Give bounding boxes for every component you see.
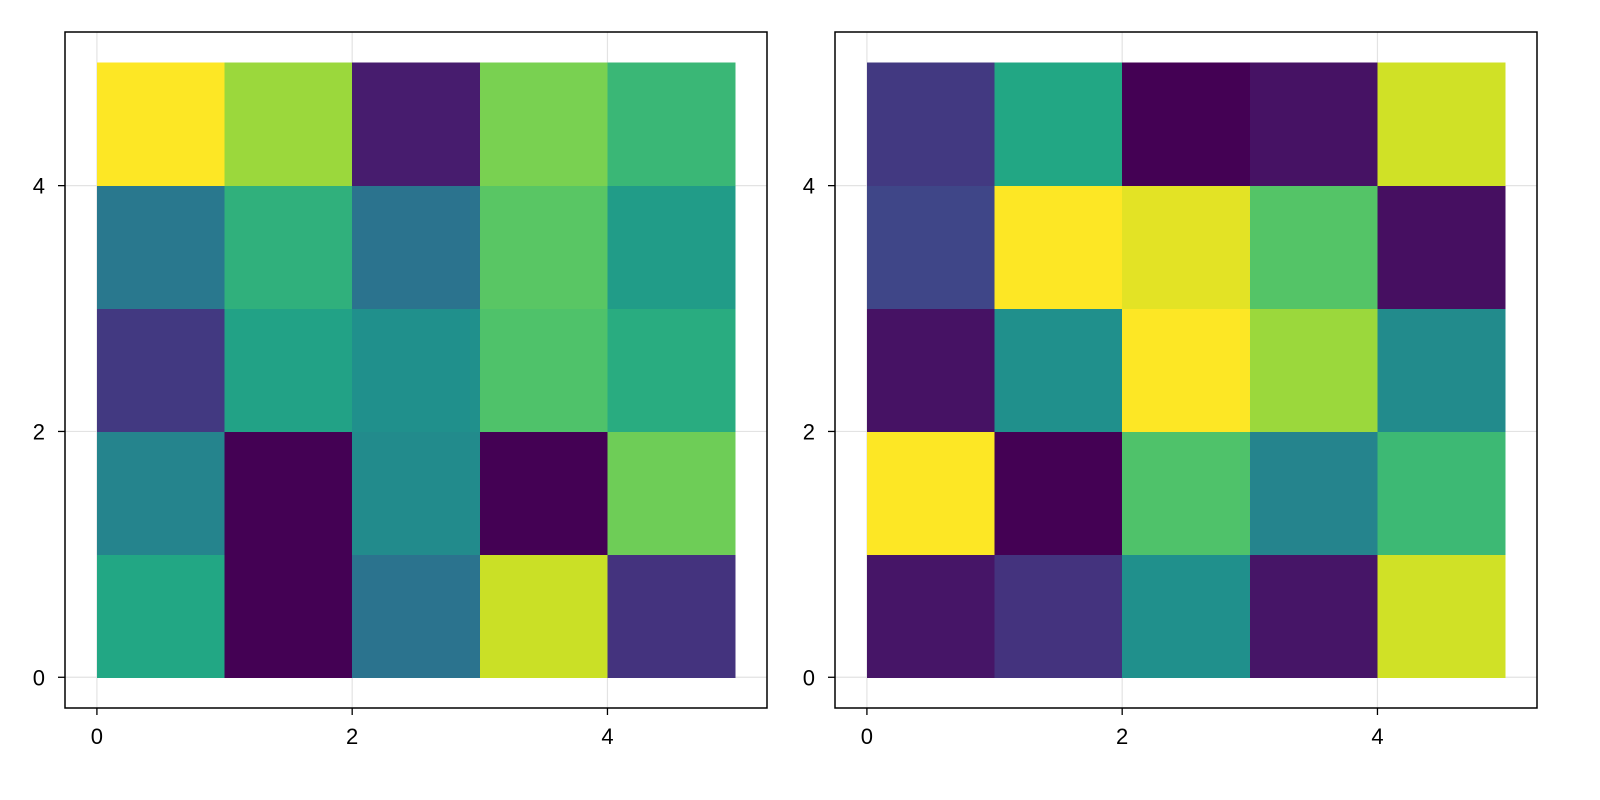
heatmap-cell-r4-c3 <box>1249 62 1379 187</box>
heatmap-cell-r0-c2 <box>352 554 481 678</box>
heatmap-cell-r3-c0 <box>866 185 996 310</box>
heatmap-cell-r2-c2 <box>352 308 481 433</box>
y-tick-label: 2 <box>803 419 815 444</box>
heatmap-cell-r2-c0 <box>96 308 226 433</box>
heatmap-cell-r4-c2 <box>1122 62 1251 187</box>
x-tick-label: 4 <box>601 724 613 749</box>
heatmap-cell-r1-c2 <box>352 431 481 555</box>
heatmap-cell-r3-c2 <box>352 185 481 310</box>
heatmap-cell-r2-c2 <box>1122 308 1251 433</box>
heatmap-cell-r4-c4 <box>1377 62 1506 187</box>
y-tick-label: 0 <box>803 665 815 690</box>
x-tick-label: 0 <box>91 724 103 749</box>
heatmap-cell-r4-c3 <box>479 62 609 187</box>
heatmap-cell-r0-c3 <box>1249 554 1379 678</box>
axes-frame <box>64 31 768 709</box>
heatmap-cell-r3-c4 <box>607 185 736 310</box>
heatmap-cell-r1-c4 <box>1377 431 1506 555</box>
heatmap-cell-r0-c0 <box>96 554 226 678</box>
heatmap-cell-r3-c3 <box>479 185 609 310</box>
heatmap-cell-r0-c0 <box>866 554 996 678</box>
heatmap-cell-r4-c0 <box>96 62 226 187</box>
heatmap-cell-r0-c4 <box>1377 554 1506 678</box>
x-tick-label: 2 <box>1116 724 1128 749</box>
heatmap-cell-r0-c1 <box>224 554 353 678</box>
x-tick-label: 0 <box>861 724 873 749</box>
heatmap-cell-r2-c1 <box>994 308 1123 433</box>
heatmap-cell-r4-c1 <box>224 62 353 187</box>
heatmap-cell-r3-c1 <box>994 185 1123 310</box>
heatmap-cell-r4-c1 <box>994 62 1123 187</box>
y-tick-label: 0 <box>33 665 45 690</box>
y-tick-label: 4 <box>803 174 815 199</box>
heatmap-cell-r0-c3 <box>479 554 609 678</box>
heatmap-cell-r1-c0 <box>866 431 996 555</box>
y-tick-label: 4 <box>33 174 45 199</box>
heatmap-cell-r4-c0 <box>866 62 996 187</box>
heatmap-cell-r3-c2 <box>1122 185 1251 310</box>
heatmap-cell-r2-c4 <box>607 308 736 433</box>
heatmap-cell-r4-c2 <box>352 62 481 187</box>
heatmap-panel-right: 0 2 4 0 2 4 <box>803 31 1538 749</box>
heatmap-cell-r1-c4 <box>607 431 736 555</box>
heatmap-cell-r3-c1 <box>224 185 353 310</box>
heatmap-cell-r0-c1 <box>994 554 1123 678</box>
heatmap-cell-r3-c4 <box>1377 185 1506 310</box>
heatmap-cell-r1-c0 <box>96 431 226 555</box>
heatmap-cell-r4-c4 <box>607 62 736 187</box>
heatmap-cell-r2-c0 <box>866 308 996 433</box>
axes-frame <box>834 31 1538 709</box>
heatmap-panel-left: 0 2 4 0 2 4 <box>33 31 768 749</box>
x-tick-label: 4 <box>1371 724 1383 749</box>
x-tick-label: 2 <box>346 724 358 749</box>
heatmap-cell-r0-c2 <box>1122 554 1251 678</box>
heatmap-cell-r1-c2 <box>1122 431 1251 555</box>
heatmap-cell-r3-c0 <box>96 185 226 310</box>
heatmap-cell-r2-c3 <box>479 308 609 433</box>
heatmap-cell-r1-c3 <box>1249 431 1379 555</box>
heatmap-cell-r1-c1 <box>994 431 1123 555</box>
heatmap-cell-r1-c3 <box>479 431 609 555</box>
heatmap-cell-r2-c3 <box>1249 308 1379 433</box>
y-tick-label: 2 <box>33 419 45 444</box>
heatmap-cell-r2-c4 <box>1377 308 1506 433</box>
heatmap-cell-r1-c1 <box>224 431 353 555</box>
heatmap-cell-r2-c1 <box>224 308 353 433</box>
heatmap-cell-r3-c3 <box>1249 185 1379 310</box>
heatmap-cell-r0-c4 <box>607 554 736 678</box>
